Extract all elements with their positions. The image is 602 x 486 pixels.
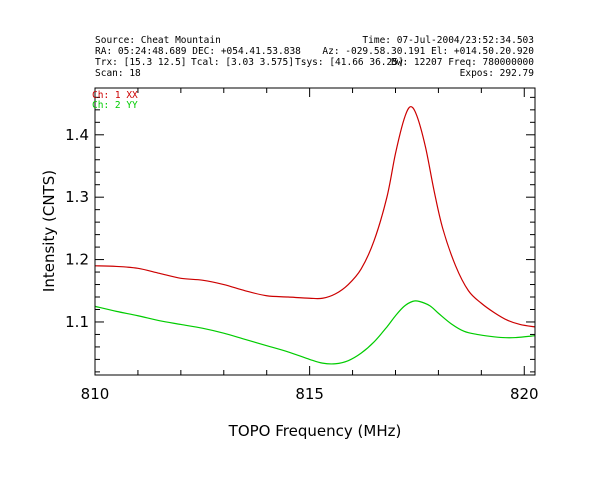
trx-text: Trx: [15.3 12.5]	[95, 57, 187, 68]
y-tick-label: 1.2	[65, 251, 89, 269]
expos-text: Expos: 292.79	[459, 68, 534, 79]
series-line-2	[94, 300, 536, 365]
x-tick-label: 810	[81, 385, 110, 403]
source-text: Source: Cheat Mountain	[95, 35, 221, 46]
ra-dec-text: RA: 05:24:48.689 DEC: +054.41.53.838	[95, 46, 301, 57]
plot-frame	[94, 87, 536, 376]
az-el-text: Az: -029.58.30.191 El: +014.50.20.920	[322, 46, 534, 57]
bw-freq-text: Bw: 12207 Freq: 780000000	[391, 57, 534, 68]
series-line-1	[94, 106, 536, 328]
x-axis-label: TOPO Frequency (MHz)	[228, 422, 402, 440]
y-tick-label: 1.4	[65, 126, 89, 144]
x-tick-label: 820	[510, 385, 539, 403]
tcal-text: Tcal: [3.03 3.575]	[191, 57, 294, 68]
legend-ch1: Ch: 1 XX	[92, 90, 138, 101]
x-tick-label: 815	[295, 385, 324, 403]
legend-ch2: Ch: 2 YY	[92, 100, 138, 111]
time-text: Time: 07-Jul-2004/23:52:34.503	[362, 35, 534, 46]
y-tick-label: 1.3	[65, 188, 89, 206]
y-axis-label: Intensity (CNTS)	[40, 170, 58, 292]
scan-text: Scan: 18	[95, 68, 141, 79]
y-tick-label: 1.1	[65, 313, 89, 331]
tsys-text: Tsys: [41.66 36.25]	[295, 57, 404, 68]
